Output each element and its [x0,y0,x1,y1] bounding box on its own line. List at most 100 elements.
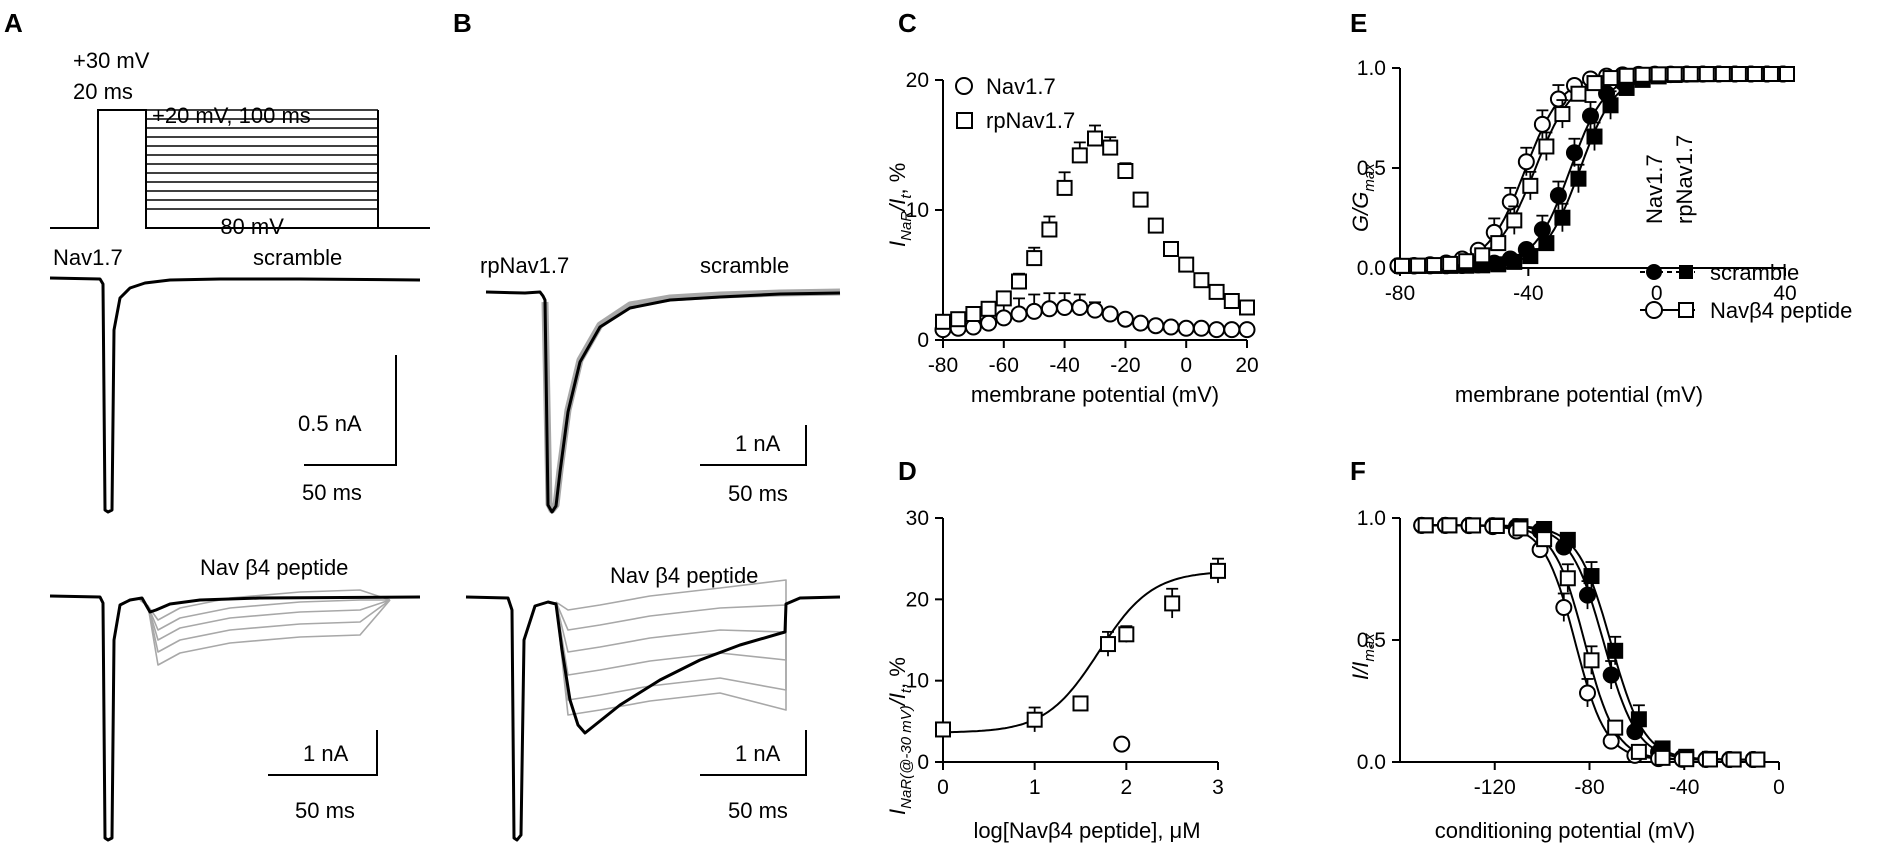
data-point-rpnav17 [1072,695,1089,712]
data-point-rpnav17 [935,313,951,330]
chart-f-marks [1413,516,1766,769]
data-point-rpnav1-7-nav-4-peptide [1417,517,1434,534]
data-point-rpnav1-7-nav-4-peptide [1490,235,1507,252]
fit-curve [1423,524,1756,761]
data-point-nav17 [1177,319,1195,337]
data-point-rpnav17 [1210,562,1226,579]
data-point-nav1-7-nav-4-peptide [1579,684,1596,702]
trace-a-bottom: Nav β4 peptide 1 nA 50 ms [49,555,421,842]
gray-trace [139,599,391,653]
data-point-rpnav17 [1164,595,1181,612]
data-point-nav17 [995,309,1013,327]
data-point-rpnav17 [1208,283,1225,300]
data-point-rpnav17 [1223,293,1240,309]
data-point-rpnav1-7-scramble [1607,642,1624,659]
data-point-rpnav1-7-scramble [1583,568,1600,585]
data-point-rpnav1-7-scramble [1554,209,1571,226]
chart-e-xlabel: membrane potential (mV) [1455,382,1703,407]
chart-c: 0 10 20 -80 -60 -40 -20 0 20 Nav1.7 rpNav1.7 mem… [885,69,1259,407]
data-point-rpnav17 [1178,256,1195,273]
legend-label-nav17-col: Nav1.7 [1642,154,1667,224]
data-point-nav1-7-nav-4-peptide [1533,115,1551,133]
data-point-rpnav1-7-nav-4-peptide [1762,66,1779,83]
data-point-rpnav1-7-nav-4-peptide [1442,255,1459,272]
data-point-rpnav1-7-nav-4-peptide [1698,66,1715,83]
data-point-rpnav1-7-nav-4-peptide [1634,66,1651,83]
data-point-rpnav17 [1239,299,1255,316]
voltage-protocol: +30 mV 20 ms +20 mV, 100 ms -80 mV [50,48,430,239]
y-tick-label: 0.0 [1357,751,1386,774]
data-point-nav1-7-scramble [1582,107,1599,125]
data-point-rpnav1-7-nav-4-peptide [1559,570,1576,587]
data-point-rpnav17 [1087,130,1103,147]
data-point-rpnav1-7-scramble [1522,248,1539,265]
x-tick-label: -20 [1110,354,1140,377]
data-point-rpnav1-7-scramble [1559,531,1576,548]
data-point-rpnav1-7-nav-4-peptide [1746,66,1763,83]
data-point-nav1-7-scramble [1602,666,1620,684]
data-point-rpnav1-7-nav-4-peptide [1701,751,1718,768]
y-tick-label: 0.5 [1357,157,1386,180]
x-tick-label: 20 [1235,354,1258,377]
data-point-rpnav1-7-nav-4-peptide [1536,531,1553,548]
gray-trace [555,601,787,701]
legend-marker-peptide-square [1678,302,1694,318]
y-tick-label: 20 [906,69,929,92]
data-point-rpnav17 [1100,636,1116,653]
data-point-rpnav1-7-nav-4-peptide [1666,66,1683,83]
trace-a-top-right-label: scramble [253,245,342,270]
x-tick-label: 2 [1120,776,1132,799]
data-point-rpnav1-7-nav-4-peptide [1554,106,1571,123]
legend-marker-nav17 [955,77,973,95]
data-point-rpnav1-7-nav-4-peptide [1725,751,1742,768]
chart-e-axes: 0.0 0.5 1.0 -80 -40 0 40 [1357,57,1797,305]
legend-label-scramble: scramble [1710,260,1799,285]
data-point-rpnav1-7-nav-4-peptide [1730,66,1747,83]
trace-a-top-left-label: Nav1.7 [53,245,123,270]
data-point-nav17 [1223,321,1241,339]
data-point-rpnav1-7-scramble [1506,253,1523,270]
data-point-rpnav1-7-nav-4-peptide [1441,517,1458,534]
legend-marker-scramble-circle [1646,264,1662,280]
data-point-nav17 [1162,318,1180,336]
data-point-rpnav17 [1056,179,1073,196]
y-tick-label: 1.0 [1357,507,1386,530]
data-point-rpnav1-7-nav-4-peptide [1678,751,1695,768]
data-point-rpnav1-7-nav-4-peptide [1506,212,1523,229]
data-point-nav17 [1086,301,1104,319]
trace-b-bottom: Nav β4 peptide 1 nA 50 ms [465,563,841,842]
data-point-rpnav1-7-nav-4-peptide [1410,257,1427,274]
data-point-nav17 [1238,321,1256,339]
data-point-nav17 [1113,735,1131,753]
x-tick-label: 0 [937,776,949,799]
data-point-rpnav17 [1011,273,1027,290]
data-point-rpnav17 [1071,147,1088,164]
x-tick-label: 1 [1029,776,1041,799]
x-tick-label: 40 [1773,282,1796,305]
x-tick-label: -40 [1513,282,1543,305]
chart-f-axes: 0.0 0.5 1.0 -120 -80 -40 0 [1357,507,1785,799]
data-point-rpnav17 [1132,191,1149,208]
data-point-rpnav17 [935,721,951,738]
panel-label-a: A [4,8,23,38]
data-point-rpnav17 [965,306,982,322]
chart-c-legend: Nav1.7 rpNav1.7 [955,74,1075,133]
y-tick-label: 10 [906,670,929,693]
fit-curve [1423,524,1756,761]
legend-label-peptide: Navβ4 peptide [1710,298,1852,323]
panel-label-b: B [453,8,472,38]
chart-e-marks [1389,65,1795,275]
data-point-rpnav1-7-nav-4-peptide [1586,75,1603,92]
x-tick-label: -60 [989,354,1019,377]
data-point-rpnav17 [1041,221,1058,238]
panel-label-d: D [898,456,917,486]
trace-b-top: rpNav1.7 scramble 1 nA 50 ms [480,253,841,514]
data-point-rpnav1-7-nav-4-peptide [1458,253,1475,270]
scalebar-b-bottom-current: 1 nA [735,741,781,766]
data-point-nav1-7-scramble [1549,187,1567,205]
x-tick-label: 0 [1180,354,1192,377]
y-tick-label: 10 [906,199,929,222]
data-point-rpnav1-7-scramble [1586,128,1603,145]
scalebar-a-bottom [268,730,378,776]
data-point-rpnav1-7-scramble [1630,711,1647,728]
